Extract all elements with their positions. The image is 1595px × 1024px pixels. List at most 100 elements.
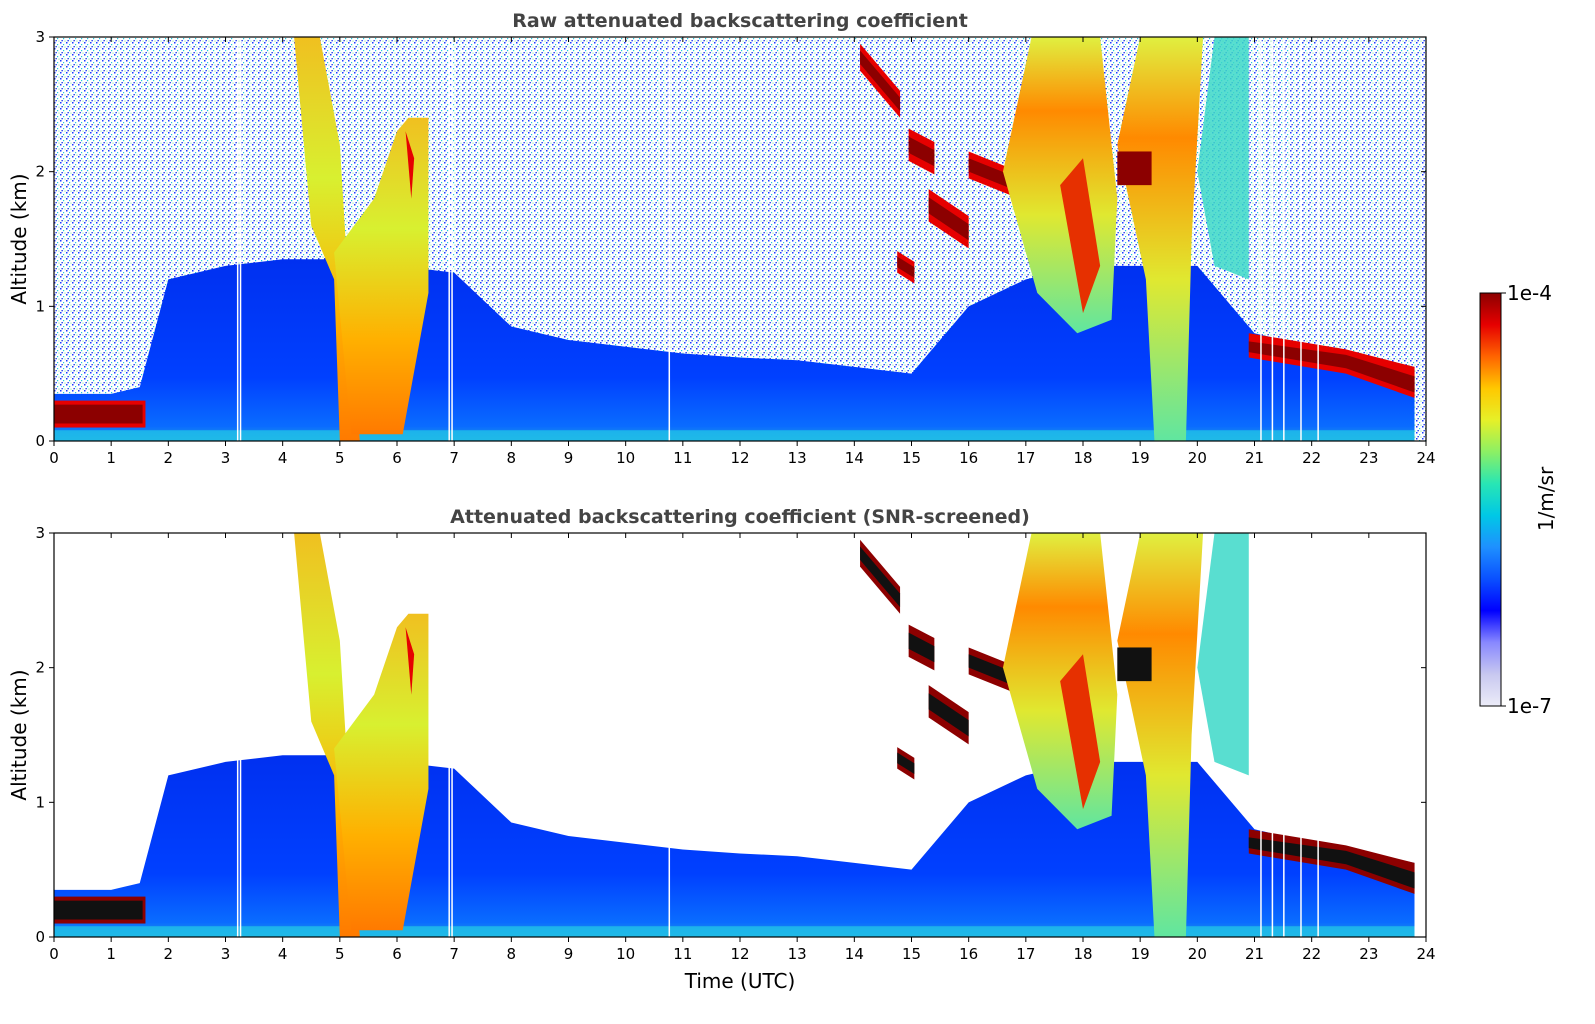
x-tick-label: 15 xyxy=(902,945,921,963)
surface-layer xyxy=(54,926,1415,937)
cloud-fragment-core xyxy=(860,50,901,112)
no-data-region xyxy=(1414,37,1426,441)
cloud-region xyxy=(1197,37,1249,280)
x-tick-label: 19 xyxy=(1131,449,1150,467)
x-tick-label: 5 xyxy=(335,945,345,963)
panel2-y-label: Altitude (km) xyxy=(7,669,31,800)
data-gap xyxy=(1260,37,1262,441)
data-gap xyxy=(1271,37,1274,441)
x-tick-label: 6 xyxy=(392,945,402,963)
screened-heatmap xyxy=(54,533,1426,937)
rain-core xyxy=(405,131,415,199)
x-tick-label: 12 xyxy=(730,945,749,963)
data-gap xyxy=(1271,533,1274,937)
data-gap xyxy=(236,533,239,937)
x-tick-label: 7 xyxy=(449,945,459,963)
x-tick-label: 2 xyxy=(164,449,174,467)
x-tick-label: 11 xyxy=(673,945,692,963)
x-tick-label: 10 xyxy=(616,449,635,467)
data-gap xyxy=(451,533,453,937)
x-tick-label: 6 xyxy=(392,449,402,467)
x-tick-label: 2 xyxy=(164,945,174,963)
x-tick-label: 16 xyxy=(959,449,978,467)
x-tick-label: 5 xyxy=(335,449,345,467)
x-tick-label: 4 xyxy=(278,449,288,467)
rain-core xyxy=(1060,158,1101,314)
colorbar: 1e-4 1e-7 1/m/sr xyxy=(1479,281,1558,718)
precipitation-streak xyxy=(1117,37,1204,441)
low-cloud-core xyxy=(54,900,143,920)
colorbar-scale xyxy=(1479,292,1502,707)
x-tick-label: 11 xyxy=(673,449,692,467)
data-gap xyxy=(448,533,450,937)
precipitation-streak xyxy=(334,613,429,931)
data-gap xyxy=(668,533,671,937)
raw-heatmap xyxy=(54,37,1426,441)
surface-layer xyxy=(54,430,1415,441)
cloud-fragment-core xyxy=(928,197,969,241)
panel2-x-label: Time (UTC) xyxy=(684,969,796,993)
low-cloud-deck-core xyxy=(1248,837,1415,889)
x-tick-label: 10 xyxy=(616,945,635,963)
data-gap xyxy=(1317,533,1319,937)
x-tick-label: 13 xyxy=(788,945,807,963)
data-gap xyxy=(1300,37,1302,441)
panel2-title: Attenuated backscattering coefficient (S… xyxy=(450,506,1030,528)
y-tick-label: 2 xyxy=(35,163,45,181)
data-gap xyxy=(448,37,450,441)
panel2-x-ticks: 0 1 2 3 4 5 6 7 8 9 10 11 12 13 14 15 16 17 18 19 20 21 22 23 24 xyxy=(49,533,1436,963)
x-tick-label: 12 xyxy=(730,449,749,467)
snr-screened-panel: Attenuated backscattering coefficient (S… xyxy=(7,506,1436,993)
x-tick-label: 14 xyxy=(845,945,864,963)
y-tick-label: 2 xyxy=(35,659,45,677)
low-cloud-deck-core xyxy=(1248,341,1415,393)
raw-backscatter-panel: Raw attenuated backscattering coefficien… xyxy=(7,10,1436,467)
cloud-fragment-core xyxy=(860,546,901,608)
data-gap xyxy=(1260,533,1262,937)
panel1-y-label: Altitude (km) xyxy=(7,173,31,304)
x-tick-label: 18 xyxy=(1073,449,1092,467)
x-tick-label: 8 xyxy=(507,945,517,963)
x-tick-label: 24 xyxy=(1416,945,1435,963)
panel1-x-ticks: 0 1 2 3 4 5 6 7 8 9 10 11 12 13 14 15 16 17 18 19 20 21 22 23 24 xyxy=(49,37,1436,467)
data-gap xyxy=(451,37,453,441)
x-tick-label: 9 xyxy=(564,449,574,467)
x-tick-label: 22 xyxy=(1302,449,1321,467)
y-tick-label: 1 xyxy=(35,793,45,811)
x-tick-label: 1 xyxy=(106,449,116,467)
x-tick-label: 17 xyxy=(1016,449,1035,467)
data-gap xyxy=(1283,37,1285,441)
y-tick-label: 0 xyxy=(35,928,45,946)
x-tick-label: 21 xyxy=(1245,449,1264,467)
data-gap xyxy=(668,37,671,441)
x-tick-label: 7 xyxy=(449,449,459,467)
cloud-fragment-core xyxy=(897,256,915,279)
x-tick-label: 8 xyxy=(507,449,517,467)
x-tick-label: 23 xyxy=(1359,449,1378,467)
cloud-layer xyxy=(1117,647,1152,682)
cloud-fragment-core xyxy=(908,136,935,167)
colorbar-max-label: 1e-4 xyxy=(1507,281,1552,305)
data-gap xyxy=(1300,533,1302,937)
x-tick-label: 23 xyxy=(1359,945,1378,963)
data-gap xyxy=(239,37,242,441)
x-tick-label: 19 xyxy=(1131,945,1150,963)
cloud-fragment-core xyxy=(897,752,915,775)
x-tick-label: 3 xyxy=(221,449,231,467)
y-tick-label: 0 xyxy=(35,432,45,450)
x-tick-label: 18 xyxy=(1073,945,1092,963)
rain-core xyxy=(405,627,415,695)
data-gap xyxy=(239,533,242,937)
x-tick-label: 1 xyxy=(106,945,116,963)
cloud-fragment-core xyxy=(928,693,969,737)
low-cloud-core xyxy=(54,404,143,424)
x-tick-label: 16 xyxy=(959,945,978,963)
cloud-layer xyxy=(1117,151,1152,186)
y-tick-label: 3 xyxy=(35,28,45,46)
colorbar-min-label: 1e-7 xyxy=(1507,694,1552,718)
panel2-y-ticks: 0 1 2 3 xyxy=(35,524,1426,946)
x-tick-label: 21 xyxy=(1245,945,1264,963)
x-tick-label: 15 xyxy=(902,449,921,467)
y-tick-label: 3 xyxy=(35,524,45,542)
